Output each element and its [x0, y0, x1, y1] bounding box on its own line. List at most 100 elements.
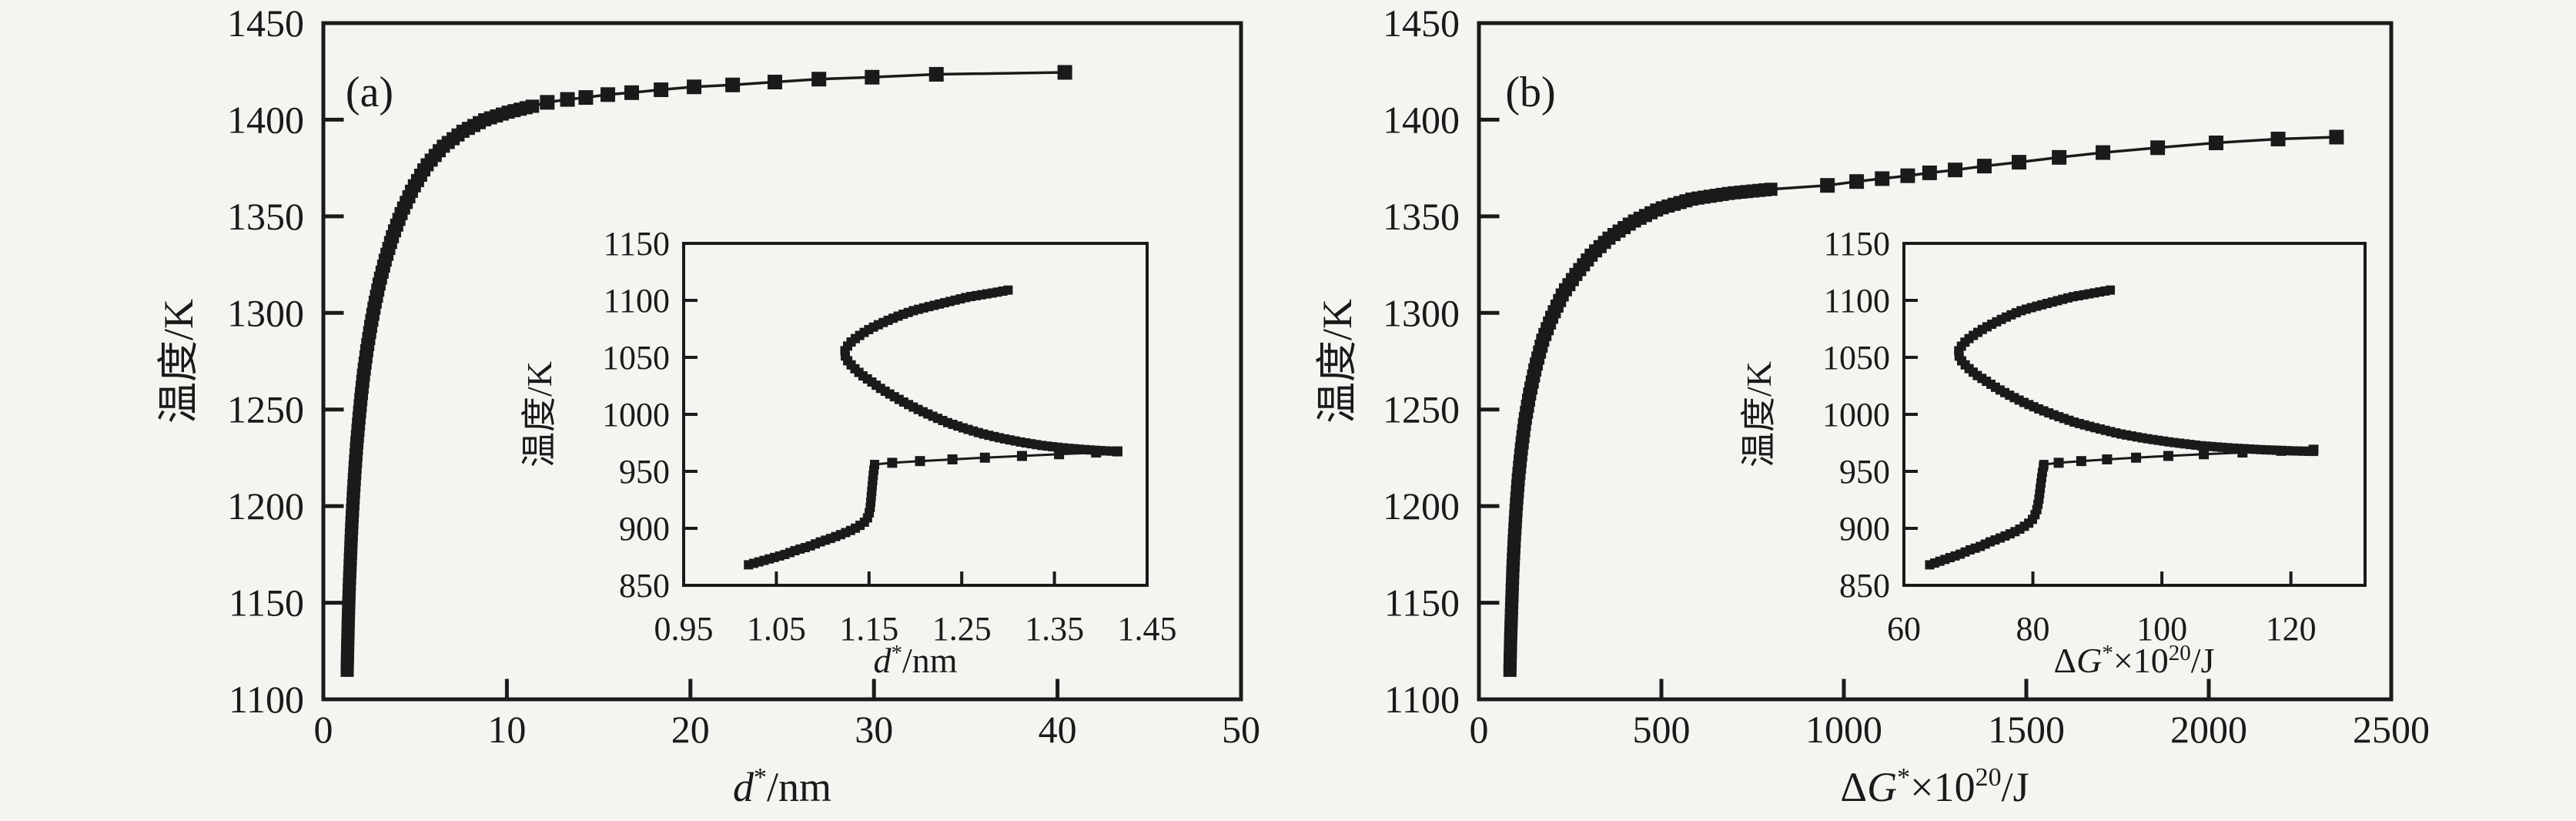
y-tick-label: 1150	[229, 581, 304, 625]
x-tick-label: 1.35	[1025, 610, 1084, 648]
data-point-marker	[1054, 449, 1065, 460]
data-point-marker	[2012, 155, 2027, 170]
x-tick-label: 0.95	[654, 610, 714, 648]
x-axis-title: d*/nm	[733, 763, 831, 810]
y-axis-title: 温度/K	[520, 361, 559, 467]
data-point-marker	[2052, 149, 2067, 165]
data-point-marker	[624, 85, 640, 100]
x-tick-label: 10	[487, 708, 526, 751]
y-axis-title: 温度/K	[156, 299, 202, 424]
data-point-marker	[1875, 171, 1890, 186]
data-point-marker	[578, 90, 594, 106]
x-tick-label: 30	[855, 708, 893, 751]
data-point-marker	[2102, 454, 2113, 464]
data-point-marker	[540, 95, 555, 110]
panel-b-main: 0 500 1000 1500 2000 2500 1100 1150 1200 1250 1300…	[1314, 2, 2430, 810]
data-point-marker	[915, 456, 925, 467]
y-axis-title: 温度/K	[1739, 361, 1778, 467]
series-upper_branch	[1954, 285, 2318, 457]
y-tick-label: 1200	[227, 484, 304, 528]
x-tick-label: 1000	[1805, 708, 1882, 751]
panel-b-inset: 60 80 100 120 850 900 950 1000 1050 1100 1150 ΔG*×1…	[1739, 225, 2367, 680]
data-point-marker	[1948, 163, 1963, 178]
y-tick-label: 1400	[1383, 98, 1460, 141]
data-point-marker	[560, 92, 575, 107]
y-tick-label: 1000	[1822, 396, 1890, 434]
data-point-marker	[2270, 132, 2286, 147]
data-point-marker	[947, 454, 958, 464]
data-point-marker	[1764, 183, 1778, 196]
data-point-marker	[1091, 447, 1102, 458]
panel-a-inset: 0.95 1.05 1.15 1.25 1.35 1.45 850 900 950 1000 105…	[520, 225, 1177, 680]
data-point-marker	[1016, 451, 1027, 461]
data-point-marker	[1922, 165, 1937, 180]
y-axis-title: 温度/K	[1314, 299, 1360, 424]
y-tick-label: 1050	[1822, 339, 1890, 377]
x-axis-title: d*/nm	[873, 641, 957, 680]
data-point-marker	[767, 75, 782, 90]
plot-box	[321, 21, 1243, 702]
y-tick-label: 1150	[1824, 225, 1890, 263]
x-tick-label: 50	[1222, 708, 1260, 751]
series-line	[844, 289, 1118, 453]
series-melting_curve	[340, 65, 1072, 677]
data-point-marker	[887, 457, 898, 468]
y-tick-label: 850	[619, 567, 670, 605]
x-tick-label: 20	[671, 708, 710, 751]
data-point-marker	[654, 82, 669, 98]
data-point-marker	[725, 77, 741, 92]
data-point-marker	[2053, 457, 2064, 468]
y-tick-label: 1100	[1824, 282, 1890, 320]
data-point-marker	[2000, 387, 2010, 397]
data-point-marker	[1900, 168, 1915, 183]
y-tick-label: 1000	[602, 396, 670, 434]
x-tick-label: 1.45	[1118, 610, 1177, 648]
y-tick-label: 1050	[602, 339, 670, 377]
data-point-marker	[2199, 449, 2210, 460]
data-point-marker	[2096, 145, 2111, 160]
y-tick-label: 1250	[227, 388, 304, 431]
x-tick-label: 1.05	[747, 610, 806, 648]
series-lower_branch	[1925, 444, 2319, 570]
y-tick-label: 1150	[604, 225, 670, 263]
y-tick-label: 1250	[1383, 388, 1460, 431]
series-line	[346, 71, 1066, 671]
y-tick-label: 1300	[1383, 291, 1460, 334]
data-point-marker	[2131, 452, 2142, 463]
y-tick-label: 900	[619, 510, 670, 548]
data-point-marker	[811, 72, 827, 87]
x-tick-label: 100	[2136, 610, 2187, 648]
y-tick-label: 1350	[227, 195, 304, 238]
data-point-marker	[979, 452, 990, 463]
x-tick-label: 120	[2266, 610, 2317, 648]
series-upper_branch	[840, 285, 1122, 457]
y-tick-label: 1100	[1384, 678, 1460, 721]
data-point-marker	[865, 69, 880, 85]
y-tick-label: 900	[1839, 510, 1890, 548]
panel-a-main: 0 10 20 30 40 50 1100 1150 1200 1250 1300 1350 1400 1…	[156, 2, 1260, 810]
series-barrier_curve	[1503, 129, 2344, 677]
plot-box	[1477, 21, 2394, 702]
data-point-marker	[1849, 174, 1865, 189]
x-tick-label: 0	[1470, 708, 1489, 751]
y-tick-label: 1100	[229, 678, 304, 721]
x-axis-title: ΔG*×1020/J	[2054, 641, 2215, 680]
panel-b-label: (b)	[1505, 69, 1555, 116]
data-point-marker	[870, 460, 880, 470]
data-point-marker	[2076, 456, 2086, 467]
x-tick-label: 60	[1887, 610, 1921, 648]
data-point-marker	[928, 66, 944, 82]
x-tick-label: 1500	[1988, 708, 2065, 751]
y-tick-label: 1400	[227, 98, 304, 141]
data-point-marker	[2329, 129, 2344, 145]
plot-box	[1902, 242, 2367, 587]
data-point-marker	[2276, 445, 2287, 456]
y-tick-label: 950	[1839, 453, 1890, 491]
panel-a-label: (a)	[346, 69, 393, 116]
data-point-marker	[2208, 136, 2223, 151]
y-tick-label: 1450	[1383, 2, 1460, 45]
y-tick-label: 950	[619, 453, 670, 491]
data-point-marker	[1976, 159, 1992, 174]
